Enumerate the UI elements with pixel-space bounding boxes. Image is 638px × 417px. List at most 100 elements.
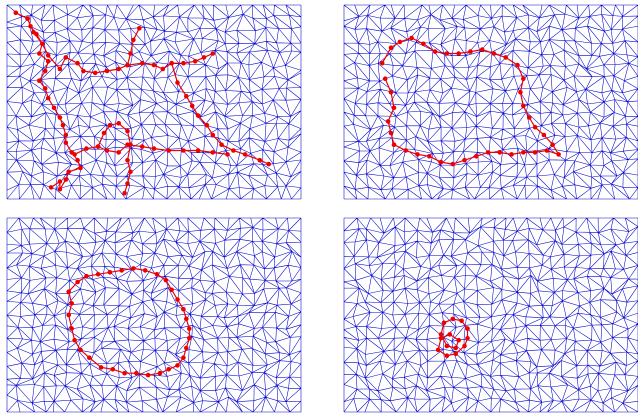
path-node: [42, 68, 48, 74]
path-node: [181, 148, 186, 153]
path-node: [219, 142, 224, 147]
path-node: [544, 148, 550, 153]
path-node: [175, 80, 180, 85]
path-node: [391, 142, 397, 147]
path-node: [157, 370, 163, 376]
path-node: [210, 132, 216, 138]
path-node: [485, 150, 491, 155]
path-node: [438, 159, 444, 165]
path-node: [444, 343, 450, 349]
path-node: [195, 148, 201, 153]
path-node: [154, 272, 160, 277]
path-node: [98, 365, 104, 370]
path-node: [468, 49, 473, 54]
path-node: [541, 132, 547, 138]
path-node: [210, 51, 216, 56]
path-node: [435, 347, 441, 353]
path-node: [438, 336, 444, 341]
path-node: [69, 301, 74, 306]
path-node: [532, 150, 538, 155]
path-node: [556, 152, 561, 157]
path-node: [532, 124, 538, 130]
path-node: [474, 154, 479, 159]
path-node: [453, 345, 459, 351]
path-node: [415, 152, 420, 157]
path-node: [225, 152, 230, 157]
path-node: [201, 55, 207, 60]
path-node: [181, 60, 186, 66]
path-node: [57, 115, 63, 120]
path-node: [444, 51, 450, 56]
path-node: [51, 105, 57, 111]
path-node: [521, 150, 526, 155]
highlight-branch-line: [171, 63, 269, 165]
panel-bottom-left: [6, 217, 302, 413]
path-node: [37, 51, 42, 56]
path-node: [142, 268, 148, 273]
path-node: [72, 337, 77, 343]
path-node: [63, 132, 69, 138]
path-node: [409, 35, 414, 41]
path-node: [60, 123, 66, 128]
path-node: [107, 123, 113, 128]
path-node: [388, 90, 394, 95]
path-node: [122, 370, 127, 376]
path-node: [57, 187, 63, 192]
path-node: [450, 161, 456, 167]
path-node: [151, 146, 157, 151]
path-node: [84, 273, 89, 279]
path-node: [116, 66, 121, 72]
path-node: [125, 128, 130, 134]
path-node: [397, 39, 403, 45]
path-node: [116, 121, 121, 126]
panel-top-right: [343, 4, 638, 200]
path-node: [231, 148, 236, 153]
path-node: [382, 76, 388, 81]
path-node: [518, 90, 523, 95]
path-node: [40, 41, 45, 47]
path-node: [459, 318, 464, 324]
path-node: [441, 320, 447, 326]
path-node: [169, 287, 174, 293]
path-node: [456, 51, 462, 56]
path-node: [379, 60, 385, 66]
path-node: [128, 51, 133, 56]
path-node: [139, 60, 145, 66]
path-node: [515, 62, 520, 68]
path-node: [119, 268, 124, 273]
path-node: [166, 148, 171, 153]
path-node: [104, 148, 110, 153]
path-node: [81, 68, 86, 74]
path-node: [187, 326, 192, 331]
path-node: [139, 144, 145, 149]
path-node: [66, 169, 71, 175]
path-node: [184, 316, 189, 322]
path-node: [95, 144, 101, 149]
path-node: [163, 277, 169, 283]
path-node: [63, 140, 69, 145]
path-node: [427, 154, 432, 159]
path-node: [37, 78, 42, 83]
path-node: [128, 142, 133, 147]
path-node: [101, 130, 107, 136]
mesh-edges: [6, 217, 302, 413]
path-node: [151, 62, 157, 68]
path-node: [45, 53, 51, 58]
path-node: [192, 59, 198, 64]
path-node: [72, 152, 77, 157]
path-node: [403, 148, 409, 153]
path-node: [388, 130, 394, 136]
path-node: [92, 70, 98, 76]
path-node: [110, 367, 116, 372]
panel-top-left: [6, 4, 302, 200]
path-node: [31, 29, 36, 35]
path-node: [521, 103, 526, 109]
path-node: [465, 336, 470, 341]
path-node: [128, 169, 133, 175]
highlight-path-line: [437, 318, 469, 357]
path-node: [497, 150, 503, 155]
path-node: [78, 165, 83, 171]
path-node: [160, 66, 166, 72]
mesh-edges: [6, 4, 302, 200]
